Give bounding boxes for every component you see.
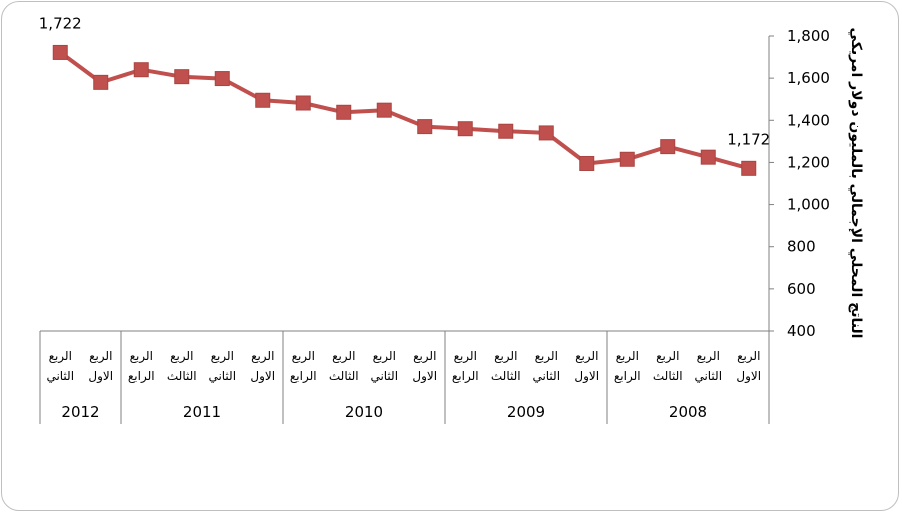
- quarter-label: الاول: [736, 369, 761, 384]
- quarter-label: الاول: [88, 369, 113, 384]
- series: [52, 44, 757, 176]
- quarter-label: الثاني: [370, 369, 398, 383]
- y-tick-labels: 400 600 800 1,000 1,200 1,400 1,600 1,800: [787, 27, 830, 340]
- quarter-label: الربع: [616, 349, 639, 364]
- data-point: [579, 155, 595, 171]
- quarter-label: الربع: [89, 349, 112, 364]
- data-point: [133, 62, 149, 78]
- quarter-label: الرابع: [290, 369, 317, 384]
- quarter-label: الربع: [130, 349, 153, 364]
- data-point: [174, 69, 190, 85]
- quarter-label: الرابع: [614, 369, 641, 384]
- y-tick-label: 1,400: [787, 111, 830, 129]
- y-tick-label: 1,600: [787, 69, 830, 87]
- year-label: 2010: [345, 403, 383, 421]
- quarter-label: الثاني: [532, 369, 560, 383]
- quarter-label: الربع: [535, 349, 558, 364]
- data-point: [700, 149, 716, 165]
- quarter-label: الربع: [332, 349, 355, 364]
- data-label: 1,722: [39, 14, 82, 32]
- quarter-label: الثاني: [46, 369, 74, 383]
- quarter-label: الربع: [170, 349, 193, 364]
- quarter-label: الربع: [494, 349, 517, 364]
- y-axis-title: الناتج المحلي الإجمالي بالمليون دولار ام…: [848, 28, 864, 339]
- data-point: [457, 121, 473, 137]
- quarter-label: الربع: [454, 349, 477, 364]
- data-labels: 1,172 1,722: [39, 14, 770, 148]
- y-tick-label: 400: [787, 322, 816, 340]
- quarter-label: الثالث: [653, 369, 683, 383]
- year-label: 2008: [669, 403, 707, 421]
- data-point: [295, 95, 311, 111]
- quarter-label: الربع: [292, 349, 315, 364]
- y-tick-label: 1,800: [787, 27, 830, 45]
- quarter-label: الربع: [251, 349, 274, 364]
- data-point: [498, 123, 514, 139]
- year-label: 2011: [183, 403, 221, 421]
- quarter-label: الاول: [574, 369, 599, 384]
- data-point: [336, 104, 352, 120]
- quarter-label: الثالث: [167, 369, 197, 383]
- quarter-label: الربع: [211, 349, 234, 364]
- y-tick-label: 1,200: [787, 153, 830, 171]
- year-label: 2012: [61, 403, 99, 421]
- data-point: [93, 74, 109, 90]
- quarter-label: الربع: [575, 349, 598, 364]
- data-point: [741, 160, 757, 176]
- data-point: [538, 125, 554, 141]
- data-point: [52, 44, 68, 60]
- quarter-label: الربع: [697, 349, 720, 364]
- data-point: [660, 139, 676, 155]
- data-point: [619, 151, 635, 167]
- axes: [39, 35, 774, 424]
- quarter-label: الربع: [413, 349, 436, 364]
- quarter-label: الربع: [49, 349, 72, 364]
- quarter-label: الاول: [412, 369, 437, 384]
- quarter-label: الربع: [373, 349, 396, 364]
- quarter-label: الرابع: [452, 369, 479, 384]
- quarter-label: الرابع: [128, 369, 155, 384]
- quarter-label: الثالث: [491, 369, 521, 383]
- series-line: [59, 50, 750, 171]
- quarter-label: الثاني: [208, 369, 236, 383]
- category-axis: 2008 2009 2010 2011 2012 الربع الاول الربع الثان…: [39, 331, 761, 424]
- quarter-label: الربع: [737, 349, 760, 364]
- year-label: 2009: [507, 403, 545, 421]
- quarter-label: الربع: [656, 349, 679, 364]
- data-point: [255, 92, 271, 108]
- quarter-label: الثالث: [329, 369, 359, 383]
- quarter-label: الاول: [250, 369, 275, 384]
- data-point: [417, 119, 433, 135]
- y-tick-label: 600: [787, 280, 816, 298]
- data-point: [376, 102, 392, 118]
- data-point: [214, 71, 230, 87]
- y-tick-label: 1,000: [787, 196, 830, 214]
- quarter-label: الثاني: [694, 369, 722, 383]
- data-label: 1,172: [727, 130, 770, 148]
- y-tick-label: 800: [787, 238, 816, 256]
